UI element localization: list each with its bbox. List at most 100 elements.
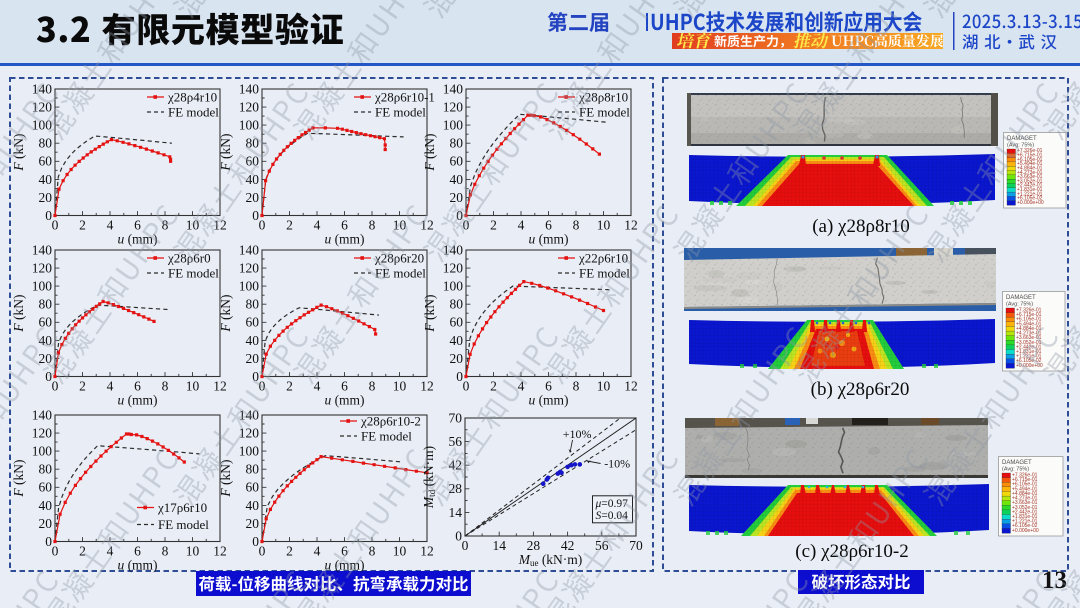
svg-text:10: 10	[186, 544, 200, 559]
svg-text:14: 14	[492, 538, 506, 553]
svg-text:4: 4	[107, 544, 114, 559]
svg-text:FE model: FE model	[579, 265, 630, 280]
svg-text:120: 120	[443, 261, 464, 276]
svg-text:0: 0	[455, 528, 462, 543]
svg-text:0: 0	[52, 544, 59, 559]
svg-text:100: 100	[32, 444, 53, 459]
svg-text:2: 2	[286, 544, 293, 559]
svg-text:80: 80	[39, 136, 53, 151]
svg-text:0: 0	[462, 538, 469, 553]
svg-text:+10%: +10%	[563, 427, 592, 441]
svg-text:100: 100	[239, 118, 260, 133]
svg-text:0: 0	[252, 534, 259, 549]
svg-text:+1.221e-01: +1.221e-01	[1012, 519, 1038, 525]
svg-text:42: 42	[561, 538, 575, 553]
svg-text:120: 120	[239, 426, 260, 441]
svg-text:120: 120	[239, 100, 260, 115]
svg-text:80: 80	[246, 297, 260, 312]
svg-text:100: 100	[443, 118, 464, 133]
svg-text:10: 10	[393, 218, 407, 233]
svg-text:2: 2	[286, 218, 293, 233]
svg-text:+6.105e-01: +6.105e-01	[1016, 317, 1042, 323]
svg-text:χ28ρ8r10: χ28ρ8r10	[578, 89, 628, 104]
svg-text:60: 60	[39, 154, 53, 169]
svg-text:6: 6	[341, 218, 348, 233]
svg-text:60: 60	[39, 315, 53, 330]
svg-text:F (kN): F (kN)	[422, 133, 437, 171]
svg-text:Mue (kN·m): Mue (kN·m)	[518, 552, 583, 568]
svg-text:40: 40	[246, 333, 260, 348]
svg-text:+0.000e+00: +0.000e+00	[1012, 528, 1039, 534]
svg-text:FE model: FE model	[168, 104, 219, 119]
svg-text:28: 28	[449, 481, 463, 496]
svg-text:40: 40	[246, 498, 260, 513]
svg-text:χ17ρ6r10: χ17ρ6r10	[157, 500, 207, 515]
svg-text:χ28ρ4r10: χ28ρ4r10	[167, 89, 217, 104]
svg-text:4: 4	[314, 218, 321, 233]
svg-text:+0.000e+00: +0.000e+00	[1016, 363, 1043, 369]
svg-text:4: 4	[314, 544, 321, 559]
svg-text:0: 0	[463, 218, 470, 233]
svg-text:Mtd (kN·m): Mtd (kN·m)	[421, 446, 437, 509]
svg-text:+0.000e+00: +0.000e+00	[1017, 200, 1044, 206]
svg-text:120: 120	[443, 100, 464, 115]
svg-text:40: 40	[39, 333, 53, 348]
svg-text:F (kN): F (kN)	[218, 294, 233, 332]
svg-text:10: 10	[597, 379, 611, 394]
svg-text:2: 2	[490, 379, 497, 394]
svg-text:2: 2	[286, 379, 293, 394]
svg-text:140: 140	[32, 81, 53, 96]
svg-text:140: 140	[239, 407, 260, 422]
svg-text:4: 4	[107, 379, 114, 394]
svg-text:8: 8	[369, 218, 376, 233]
svg-text:u (mm): u (mm)	[324, 558, 364, 573]
svg-text:F (kN): F (kN)	[11, 294, 26, 332]
svg-text:F (kN): F (kN)	[11, 459, 26, 497]
svg-text:42: 42	[449, 458, 463, 473]
svg-text:140: 140	[32, 242, 53, 257]
svg-text:120: 120	[239, 261, 260, 276]
svg-text:u (mm): u (mm)	[117, 393, 157, 408]
svg-text:12: 12	[624, 218, 638, 233]
svg-text:+6.715e-01: +6.715e-01	[1016, 312, 1042, 318]
svg-text:6: 6	[545, 218, 552, 233]
svg-text:140: 140	[239, 81, 260, 96]
svg-text:DAMAGET: DAMAGET	[1002, 460, 1032, 466]
svg-text:70: 70	[629, 538, 643, 553]
svg-text:8: 8	[369, 544, 376, 559]
svg-text:10: 10	[393, 544, 407, 559]
svg-text:10: 10	[597, 218, 611, 233]
svg-text:40: 40	[246, 172, 260, 187]
svg-text:6: 6	[341, 379, 348, 394]
svg-text:2: 2	[79, 544, 86, 559]
svg-text:6: 6	[134, 218, 141, 233]
svg-text:4: 4	[314, 379, 321, 394]
svg-text:2: 2	[79, 218, 86, 233]
svg-text:120: 120	[32, 261, 53, 276]
svg-text:56: 56	[449, 434, 463, 449]
svg-text:100: 100	[239, 444, 260, 459]
svg-text:(Avg: 75%): (Avg: 75%)	[1006, 302, 1033, 308]
svg-text:10: 10	[186, 379, 200, 394]
svg-text:0: 0	[52, 218, 59, 233]
svg-text:80: 80	[246, 462, 260, 477]
svg-text:8: 8	[573, 379, 580, 394]
svg-text:20: 20	[246, 190, 260, 205]
svg-text:10: 10	[393, 379, 407, 394]
svg-text:u (mm): u (mm)	[324, 393, 364, 408]
svg-text:FE model: FE model	[361, 428, 412, 443]
svg-text:20: 20	[246, 516, 260, 531]
svg-text:14: 14	[449, 505, 463, 520]
svg-text:80: 80	[39, 462, 53, 477]
svg-text:+6.105e-02: +6.105e-02	[1012, 523, 1038, 529]
svg-text:12: 12	[624, 379, 638, 394]
svg-text:DAMAGET: DAMAGET	[1006, 295, 1036, 301]
svg-text:40: 40	[39, 498, 53, 513]
svg-text:0: 0	[259, 379, 266, 394]
svg-text:10: 10	[186, 218, 200, 233]
svg-text:6: 6	[134, 544, 141, 559]
svg-text:60: 60	[246, 480, 260, 495]
svg-text:χ28ρ6r20: χ28ρ6r20	[374, 250, 424, 265]
svg-text:DAMAGET: DAMAGET	[1007, 136, 1037, 142]
svg-text:80: 80	[450, 297, 464, 312]
